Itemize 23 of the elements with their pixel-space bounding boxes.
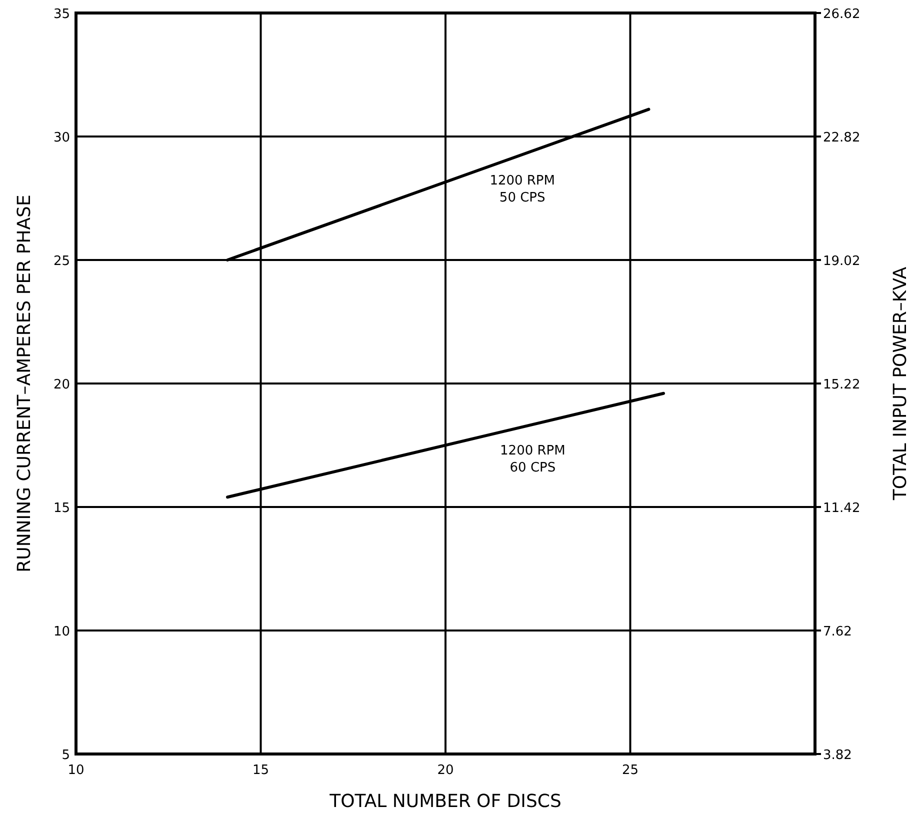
x-tick-label: 25 <box>622 763 639 778</box>
annotation: 1200 RPM 60 CPS <box>500 444 566 476</box>
y-tick-label: 5 <box>62 748 70 763</box>
y2-tick-label: 26.62 <box>823 7 860 22</box>
y2-tick-label: 22.82 <box>823 130 860 146</box>
x-tick-label: 10 <box>68 763 84 778</box>
y-tick-label: 20 <box>53 378 70 392</box>
y2-tick-label: 15.22 <box>823 378 860 392</box>
y2-tick-label: 7.62 <box>823 624 852 640</box>
x-tick-label: 15 <box>252 763 270 778</box>
y2-axis-title: TOTAL INPUT POWER–KVA <box>890 266 911 502</box>
y-tick-label: 35 <box>53 7 70 22</box>
x-tick-label: 20 <box>437 763 454 778</box>
y-tick-label: 15 <box>53 501 70 516</box>
y-tick-label: 25 <box>53 254 70 269</box>
y-axis-title: RUNNING CURRENT–AMPERES PER PHASE <box>14 194 35 572</box>
x-axis-title: TOTAL NUMBER OF DISCS <box>328 791 562 812</box>
y2-tick-label: 19.02 <box>823 254 860 269</box>
y2-tick-label: 11.42 <box>823 501 860 516</box>
annotation: 1200 RPM 50 CPS <box>490 174 556 206</box>
y-tick-label: 10 <box>53 624 70 640</box>
y-tick-label: 30 <box>53 130 70 146</box>
y2-tick-label: 3.82 <box>823 748 852 763</box>
